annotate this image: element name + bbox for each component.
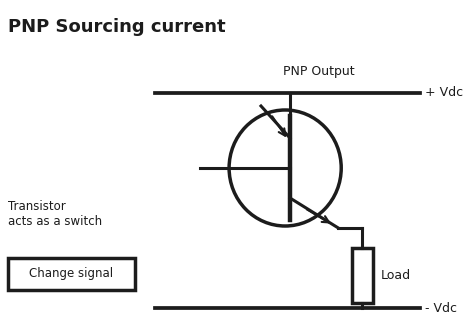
Bar xyxy=(8,258,136,290)
Text: Transistor: Transistor xyxy=(8,200,66,213)
Text: - Vdc: - Vdc xyxy=(425,302,457,315)
Text: PNP Output: PNP Output xyxy=(283,65,355,78)
Bar xyxy=(352,248,373,303)
Text: Change signal: Change signal xyxy=(30,268,113,281)
Text: Load: Load xyxy=(381,269,411,282)
Text: + Vdc: + Vdc xyxy=(425,87,463,99)
Text: PNP Sourcing current: PNP Sourcing current xyxy=(8,18,226,36)
Text: acts as a switch: acts as a switch xyxy=(8,215,102,228)
